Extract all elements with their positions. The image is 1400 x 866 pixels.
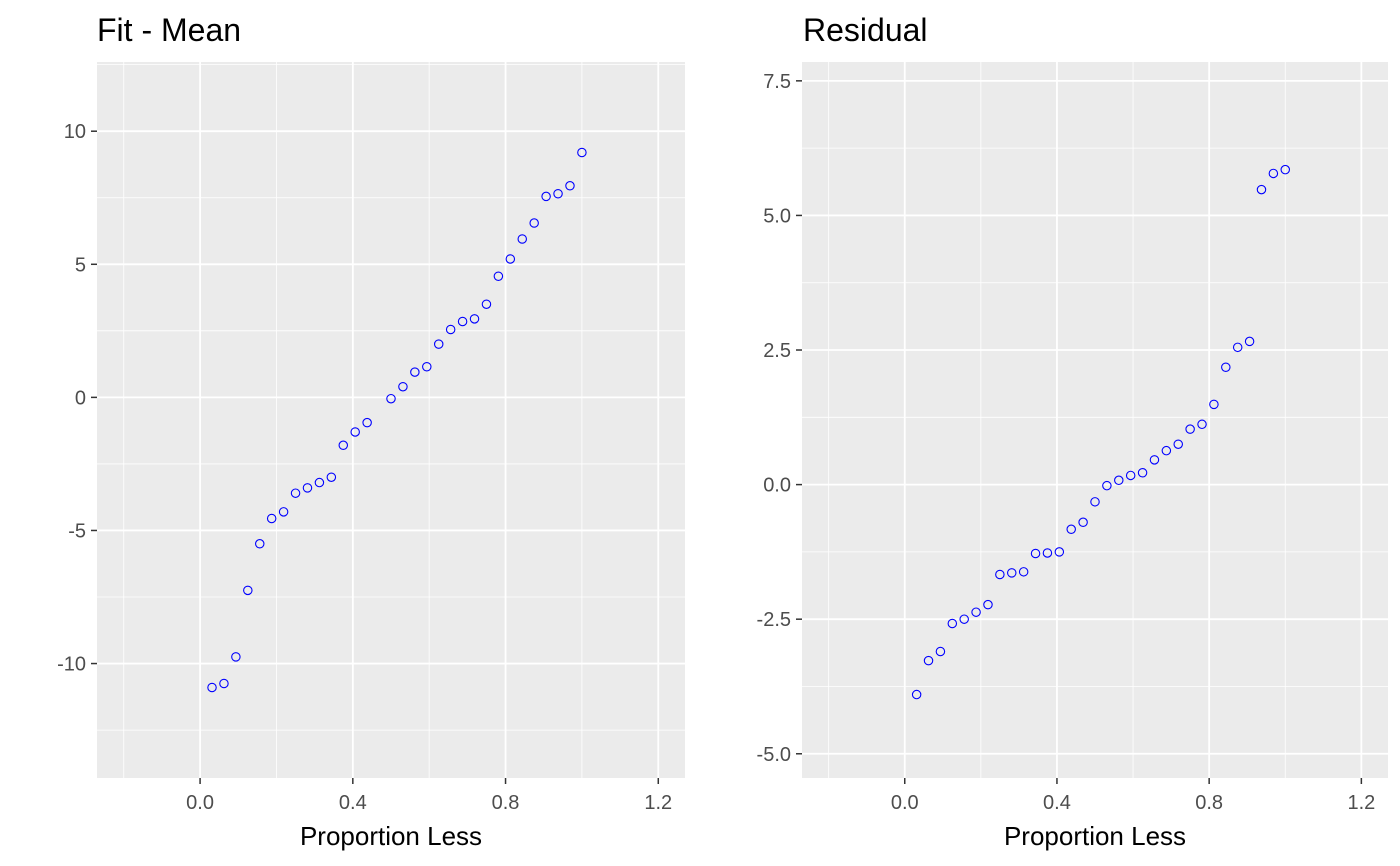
data-point bbox=[505, 254, 516, 264]
data-point bbox=[517, 234, 527, 244]
data-point bbox=[350, 427, 360, 437]
y-tick-label: 0.0 bbox=[763, 475, 791, 497]
data-point bbox=[947, 618, 958, 629]
data-point bbox=[481, 299, 492, 309]
data-point bbox=[207, 682, 217, 693]
y-tick-label: 5 bbox=[75, 254, 86, 276]
data-point bbox=[541, 191, 551, 202]
data-point bbox=[1173, 439, 1183, 449]
x-tick-label: 0.4 bbox=[1043, 792, 1071, 814]
grid-lines bbox=[97, 62, 685, 778]
x-tick-label: 1.2 bbox=[644, 792, 672, 814]
data-point bbox=[995, 569, 1005, 580]
data-point bbox=[410, 367, 420, 377]
data-point bbox=[1149, 455, 1160, 465]
data-point bbox=[1161, 445, 1172, 456]
data-point bbox=[1066, 524, 1076, 535]
x-tick-label: 0.0 bbox=[891, 792, 919, 814]
y-tick-label: 7.5 bbox=[763, 71, 791, 93]
data-point bbox=[553, 189, 563, 199]
data-point bbox=[1007, 568, 1017, 578]
data-point bbox=[1090, 497, 1100, 507]
data-point bbox=[445, 324, 456, 335]
data-point bbox=[302, 483, 313, 493]
panel-title: Residual bbox=[803, 12, 928, 48]
data-point bbox=[219, 678, 229, 689]
grid-lines bbox=[802, 62, 1388, 778]
x-tick-label: 0.8 bbox=[492, 792, 520, 814]
data-point bbox=[1232, 342, 1243, 353]
x-tick-label: 1.2 bbox=[1347, 792, 1375, 814]
data-point bbox=[529, 218, 539, 228]
data-point bbox=[923, 655, 934, 666]
data-point bbox=[971, 607, 981, 617]
x-tick-label: 0.4 bbox=[339, 792, 367, 814]
data-point bbox=[1137, 468, 1148, 478]
data-point bbox=[1244, 336, 1255, 347]
data-point bbox=[398, 381, 408, 392]
data-point bbox=[469, 314, 480, 324]
data-points bbox=[207, 147, 587, 693]
data-point bbox=[433, 339, 444, 349]
y-tick-label: 2.5 bbox=[763, 340, 791, 362]
data-point bbox=[278, 507, 289, 517]
data-point bbox=[1256, 184, 1267, 195]
y-tick-label: -2.5 bbox=[757, 609, 791, 631]
data-point bbox=[1221, 362, 1231, 372]
data-point bbox=[565, 181, 575, 191]
y-tick-label: -5.0 bbox=[757, 744, 791, 766]
data-point bbox=[314, 477, 325, 488]
data-point bbox=[1280, 164, 1291, 175]
data-point bbox=[290, 488, 301, 498]
panel-title: Fit - Mean bbox=[97, 12, 241, 48]
data-point bbox=[1018, 567, 1029, 577]
data-point bbox=[1054, 547, 1065, 557]
axis-ticks: 0.0 0.4 0.8 1.2 -10 -5 0 5 10 bbox=[57, 121, 672, 814]
data-point bbox=[1197, 419, 1207, 430]
x-tick-label: 0.0 bbox=[186, 792, 214, 814]
data-point bbox=[1114, 475, 1124, 486]
y-tick-label: 5.0 bbox=[763, 205, 791, 227]
plot-background bbox=[802, 62, 1388, 778]
x-tick-label: 0.8 bbox=[1195, 792, 1223, 814]
data-point bbox=[1102, 480, 1112, 491]
data-point bbox=[231, 652, 241, 662]
data-point bbox=[959, 614, 969, 624]
panel-fit-mean: 0.0 0.4 0.8 1.2 -10 -5 0 5 10 Fit - Mean Proport… bbox=[57, 12, 685, 851]
data-point bbox=[362, 417, 372, 428]
axis-ticks: 0.0 0.4 0.8 1.2 -5.0 -2.5 0.0 2.5 5.0 7.5 bbox=[757, 71, 1376, 814]
data-point bbox=[493, 271, 504, 282]
data-point bbox=[1268, 168, 1279, 179]
data-point bbox=[457, 316, 468, 327]
data-point bbox=[911, 689, 922, 700]
data-point bbox=[266, 513, 277, 524]
data-point bbox=[1125, 470, 1136, 481]
data-point bbox=[1209, 399, 1219, 410]
panel-residual: 0.0 0.4 0.8 1.2 -5.0 -2.5 0.0 2.5 5.0 7.5 Residua… bbox=[757, 12, 1388, 851]
y-tick-label: -5 bbox=[68, 520, 86, 542]
y-tick-label: -10 bbox=[57, 654, 86, 676]
data-point bbox=[935, 646, 946, 657]
y-tick-label: 0 bbox=[75, 387, 86, 409]
data-point bbox=[1185, 424, 1195, 434]
data-point bbox=[386, 393, 396, 404]
data-point bbox=[326, 472, 337, 482]
plot-background bbox=[97, 62, 685, 778]
data-point bbox=[338, 440, 349, 451]
data-points bbox=[911, 164, 1291, 700]
data-point bbox=[1030, 548, 1041, 559]
x-axis-title: Proportion Less bbox=[1004, 821, 1186, 851]
data-point bbox=[983, 599, 993, 610]
data-point bbox=[243, 585, 253, 596]
data-point bbox=[577, 147, 587, 158]
data-point bbox=[1078, 517, 1088, 528]
y-tick-label: 10 bbox=[64, 121, 86, 143]
data-point bbox=[255, 539, 265, 549]
data-point bbox=[1042, 548, 1053, 558]
data-point bbox=[422, 362, 432, 372]
x-axis-title: Proportion Less bbox=[300, 821, 482, 851]
